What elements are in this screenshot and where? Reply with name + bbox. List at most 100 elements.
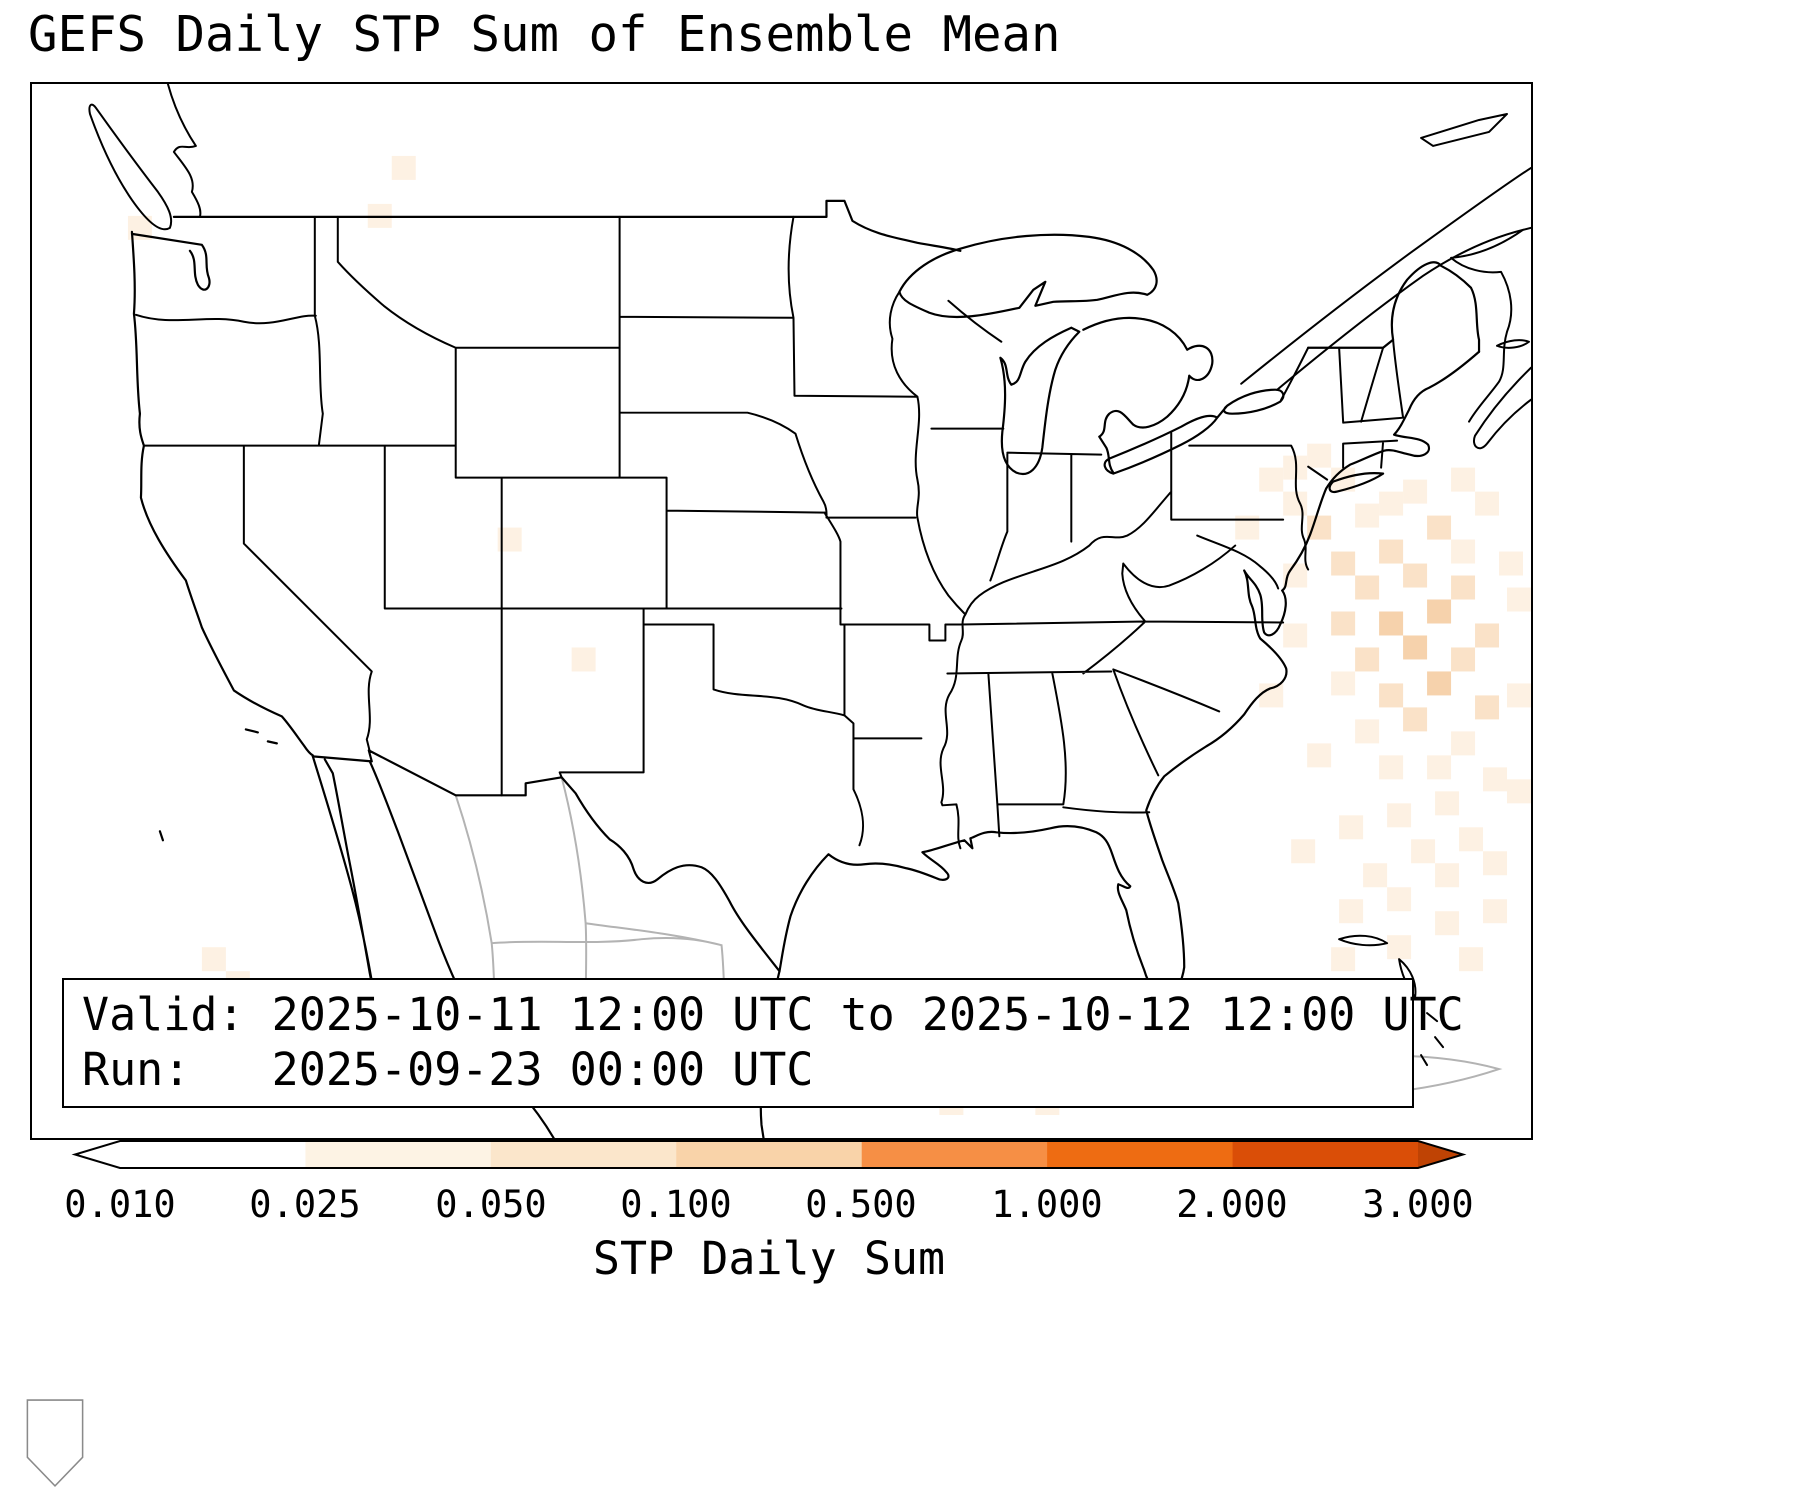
stp-heat-cell <box>201 947 226 972</box>
mexico-state-lines <box>454 776 729 1060</box>
stp-heat-cell <box>1403 563 1428 588</box>
stp-heat-cell <box>1259 467 1284 492</box>
state-borders <box>134 215 1405 850</box>
colorbar-label: STP Daily Sum <box>592 1232 946 1285</box>
stp-heat-cell <box>1339 815 1364 840</box>
stp-heat-cell <box>1283 455 1308 480</box>
stp-heat-cell <box>1363 863 1388 888</box>
colorbar <box>71 1140 1467 1169</box>
stp-heat-cell <box>1475 491 1500 516</box>
stp-heat-cell <box>1451 539 1476 564</box>
stp-heat-cell <box>1379 683 1404 708</box>
stp-heat-cell <box>391 155 416 180</box>
niu-logo-text: NIU <box>37 1453 72 1473</box>
map-frame: Valid: 2025-10-11 12:00 UTC to 2025-10-1… <box>30 82 1533 1140</box>
colorbar-tick: 0.050 <box>435 1183 547 1226</box>
stp-heat-cell <box>1451 467 1476 492</box>
stp-heat-cell <box>1483 899 1508 924</box>
stp-heat-cell <box>1403 479 1428 504</box>
colorbar-segment <box>1232 1141 1419 1168</box>
colorbar-tick: 1.000 <box>991 1183 1103 1226</box>
stp-heat-cell <box>1259 683 1284 708</box>
stp-heat-cell <box>1483 767 1508 792</box>
stp-heat-cell <box>1507 683 1531 708</box>
stp-heat-cell <box>1507 779 1531 804</box>
colorbar-segment <box>120 1141 306 1168</box>
stp-heat-cell <box>1451 647 1476 672</box>
stp-heat-cell <box>1387 887 1412 912</box>
niu-logo: NIU <box>26 1399 84 1488</box>
stp-heat-cell <box>1499 551 1524 576</box>
colorbar-segment <box>861 1141 1048 1168</box>
stp-heat-cell <box>1475 695 1500 720</box>
stp-heat-cell <box>1331 611 1356 636</box>
run-time-text: Run: 2025-09-23 00:00 UTC <box>82 1043 814 1097</box>
stp-heat-cell <box>1507 587 1531 612</box>
stp-heat-cell <box>1435 791 1460 816</box>
colorbar-geometry <box>71 1140 1467 1169</box>
stp-heat-cell <box>1331 947 1356 972</box>
stp-heat-cell <box>1403 635 1428 660</box>
stp-heat-cell <box>1355 575 1380 600</box>
info-box: Valid: 2025-10-11 12:00 UTC to 2025-10-1… <box>62 978 1464 1108</box>
stp-heat-cell <box>1387 935 1412 960</box>
stp-heat-cell <box>1451 575 1476 600</box>
us-canada-border <box>172 199 1481 353</box>
stp-heat-cell <box>1427 599 1452 624</box>
stp-heat-cell <box>1307 443 1332 468</box>
stp-heat-cell <box>1427 671 1452 696</box>
stp-heat-cells <box>127 155 1531 1116</box>
castle-icon <box>33 1404 77 1442</box>
colorbar-underflow-arrow <box>75 1141 120 1168</box>
stp-heat-cell <box>1355 647 1380 672</box>
stp-heat-cell <box>1459 947 1484 972</box>
stp-heat-cell <box>1235 515 1260 540</box>
colorbar-segment <box>1047 1141 1234 1168</box>
stp-heat-cell <box>1379 611 1404 636</box>
stp-heat-cell <box>1435 863 1460 888</box>
colorbar-overflow-arrow <box>1418 1141 1463 1168</box>
stp-heat-cell <box>1355 503 1380 528</box>
stp-heat-cell <box>1283 563 1308 588</box>
stp-heat-cell <box>1379 755 1404 780</box>
colorbar-tick: 0.025 <box>249 1183 361 1226</box>
stp-heat-cell <box>1355 719 1380 744</box>
colorbar-tick: 0.100 <box>620 1183 732 1226</box>
canada-coastline <box>88 84 1531 450</box>
us-map <box>88 84 1531 1138</box>
colorbar-segment <box>305 1141 492 1168</box>
stp-heat-cell <box>1331 671 1356 696</box>
colorbar-tick: 3.000 <box>1362 1183 1474 1226</box>
stp-heat-cell <box>1435 911 1460 936</box>
stp-heat-cell <box>1411 839 1436 864</box>
stp-heat-cell <box>1451 731 1476 756</box>
colorbar-segment <box>676 1141 863 1168</box>
stp-heat-cell <box>1307 515 1332 540</box>
stp-heat-cell <box>1291 839 1316 864</box>
colorbar-tick: 2.000 <box>1176 1183 1288 1226</box>
page-title: GEFS Daily STP Sum of Ensemble Mean <box>28 6 1061 63</box>
stp-heat-cell <box>497 527 522 552</box>
stp-heat-cell <box>1387 803 1412 828</box>
niu-shield <box>26 1399 84 1488</box>
stp-heat-cell <box>571 647 596 672</box>
colorbar-tick: 0.500 <box>805 1183 917 1226</box>
stp-heat-cell <box>1307 743 1332 768</box>
colorbar-outline <box>71 1140 1467 1169</box>
stp-heat-cell <box>1427 515 1452 540</box>
stp-heat-cell <box>1331 551 1356 576</box>
great-lakes <box>898 233 1385 494</box>
colorbar-segment <box>490 1141 677 1168</box>
stp-heat-cell <box>1403 707 1428 732</box>
stp-heat-cell <box>1475 623 1500 648</box>
stp-heat-cell <box>1283 491 1308 516</box>
valid-time-text: Valid: 2025-10-11 12:00 UTC to 2025-10-1… <box>82 988 1464 1042</box>
stp-heat-cell <box>1283 623 1308 648</box>
stp-heat-cell <box>1427 755 1452 780</box>
colorbar-ticks: 0.010 0.025 0.050 0.100 0.500 1.000 2.00… <box>0 1183 1803 1233</box>
colorbar-tick: 0.010 <box>64 1183 176 1226</box>
us-coastline <box>130 230 1481 1000</box>
stp-heat-cell <box>1379 491 1404 516</box>
stp-heat-cell <box>1483 851 1508 876</box>
